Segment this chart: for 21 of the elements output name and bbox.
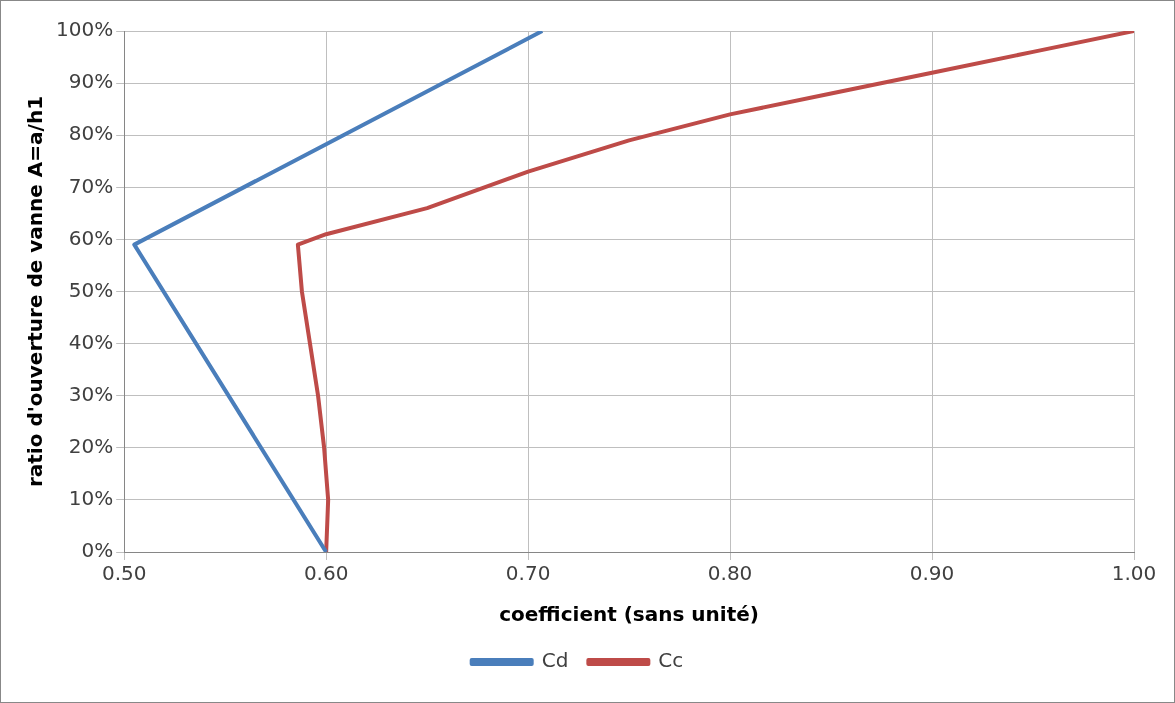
y-tick-label: 60%	[68, 225, 114, 250]
y-tick-label: 30%	[68, 381, 114, 406]
x-tick-label: 0.60	[303, 561, 349, 586]
y-tick-label: 80%	[68, 121, 114, 146]
legend-label: Cd	[541, 648, 569, 673]
x-tick-label: 1.00	[1111, 561, 1157, 586]
y-tick-label: 10%	[68, 486, 114, 511]
y-tick-label: 40%	[68, 329, 114, 354]
y-tick-label: 100%	[55, 17, 114, 42]
y-tick-label: 90%	[68, 69, 114, 94]
legend-label: Cc	[658, 648, 684, 673]
y-tick-label: 70%	[68, 173, 114, 198]
y-tick-label: 0%	[81, 538, 114, 563]
y-tick-label: 20%	[68, 434, 114, 458]
y-axis-title: ratio d'ouverture de vanne A=a/h1	[23, 95, 48, 488]
x-tick-label: 0.90	[909, 561, 955, 586]
x-tick-label: 0.70	[505, 561, 551, 586]
x-tick-label: 0.80	[707, 561, 753, 586]
x-tick-label: 0.50	[101, 561, 147, 586]
x-axis-title: coefficient (sans unité)	[499, 602, 759, 627]
y-tick-label: 50%	[68, 277, 114, 302]
